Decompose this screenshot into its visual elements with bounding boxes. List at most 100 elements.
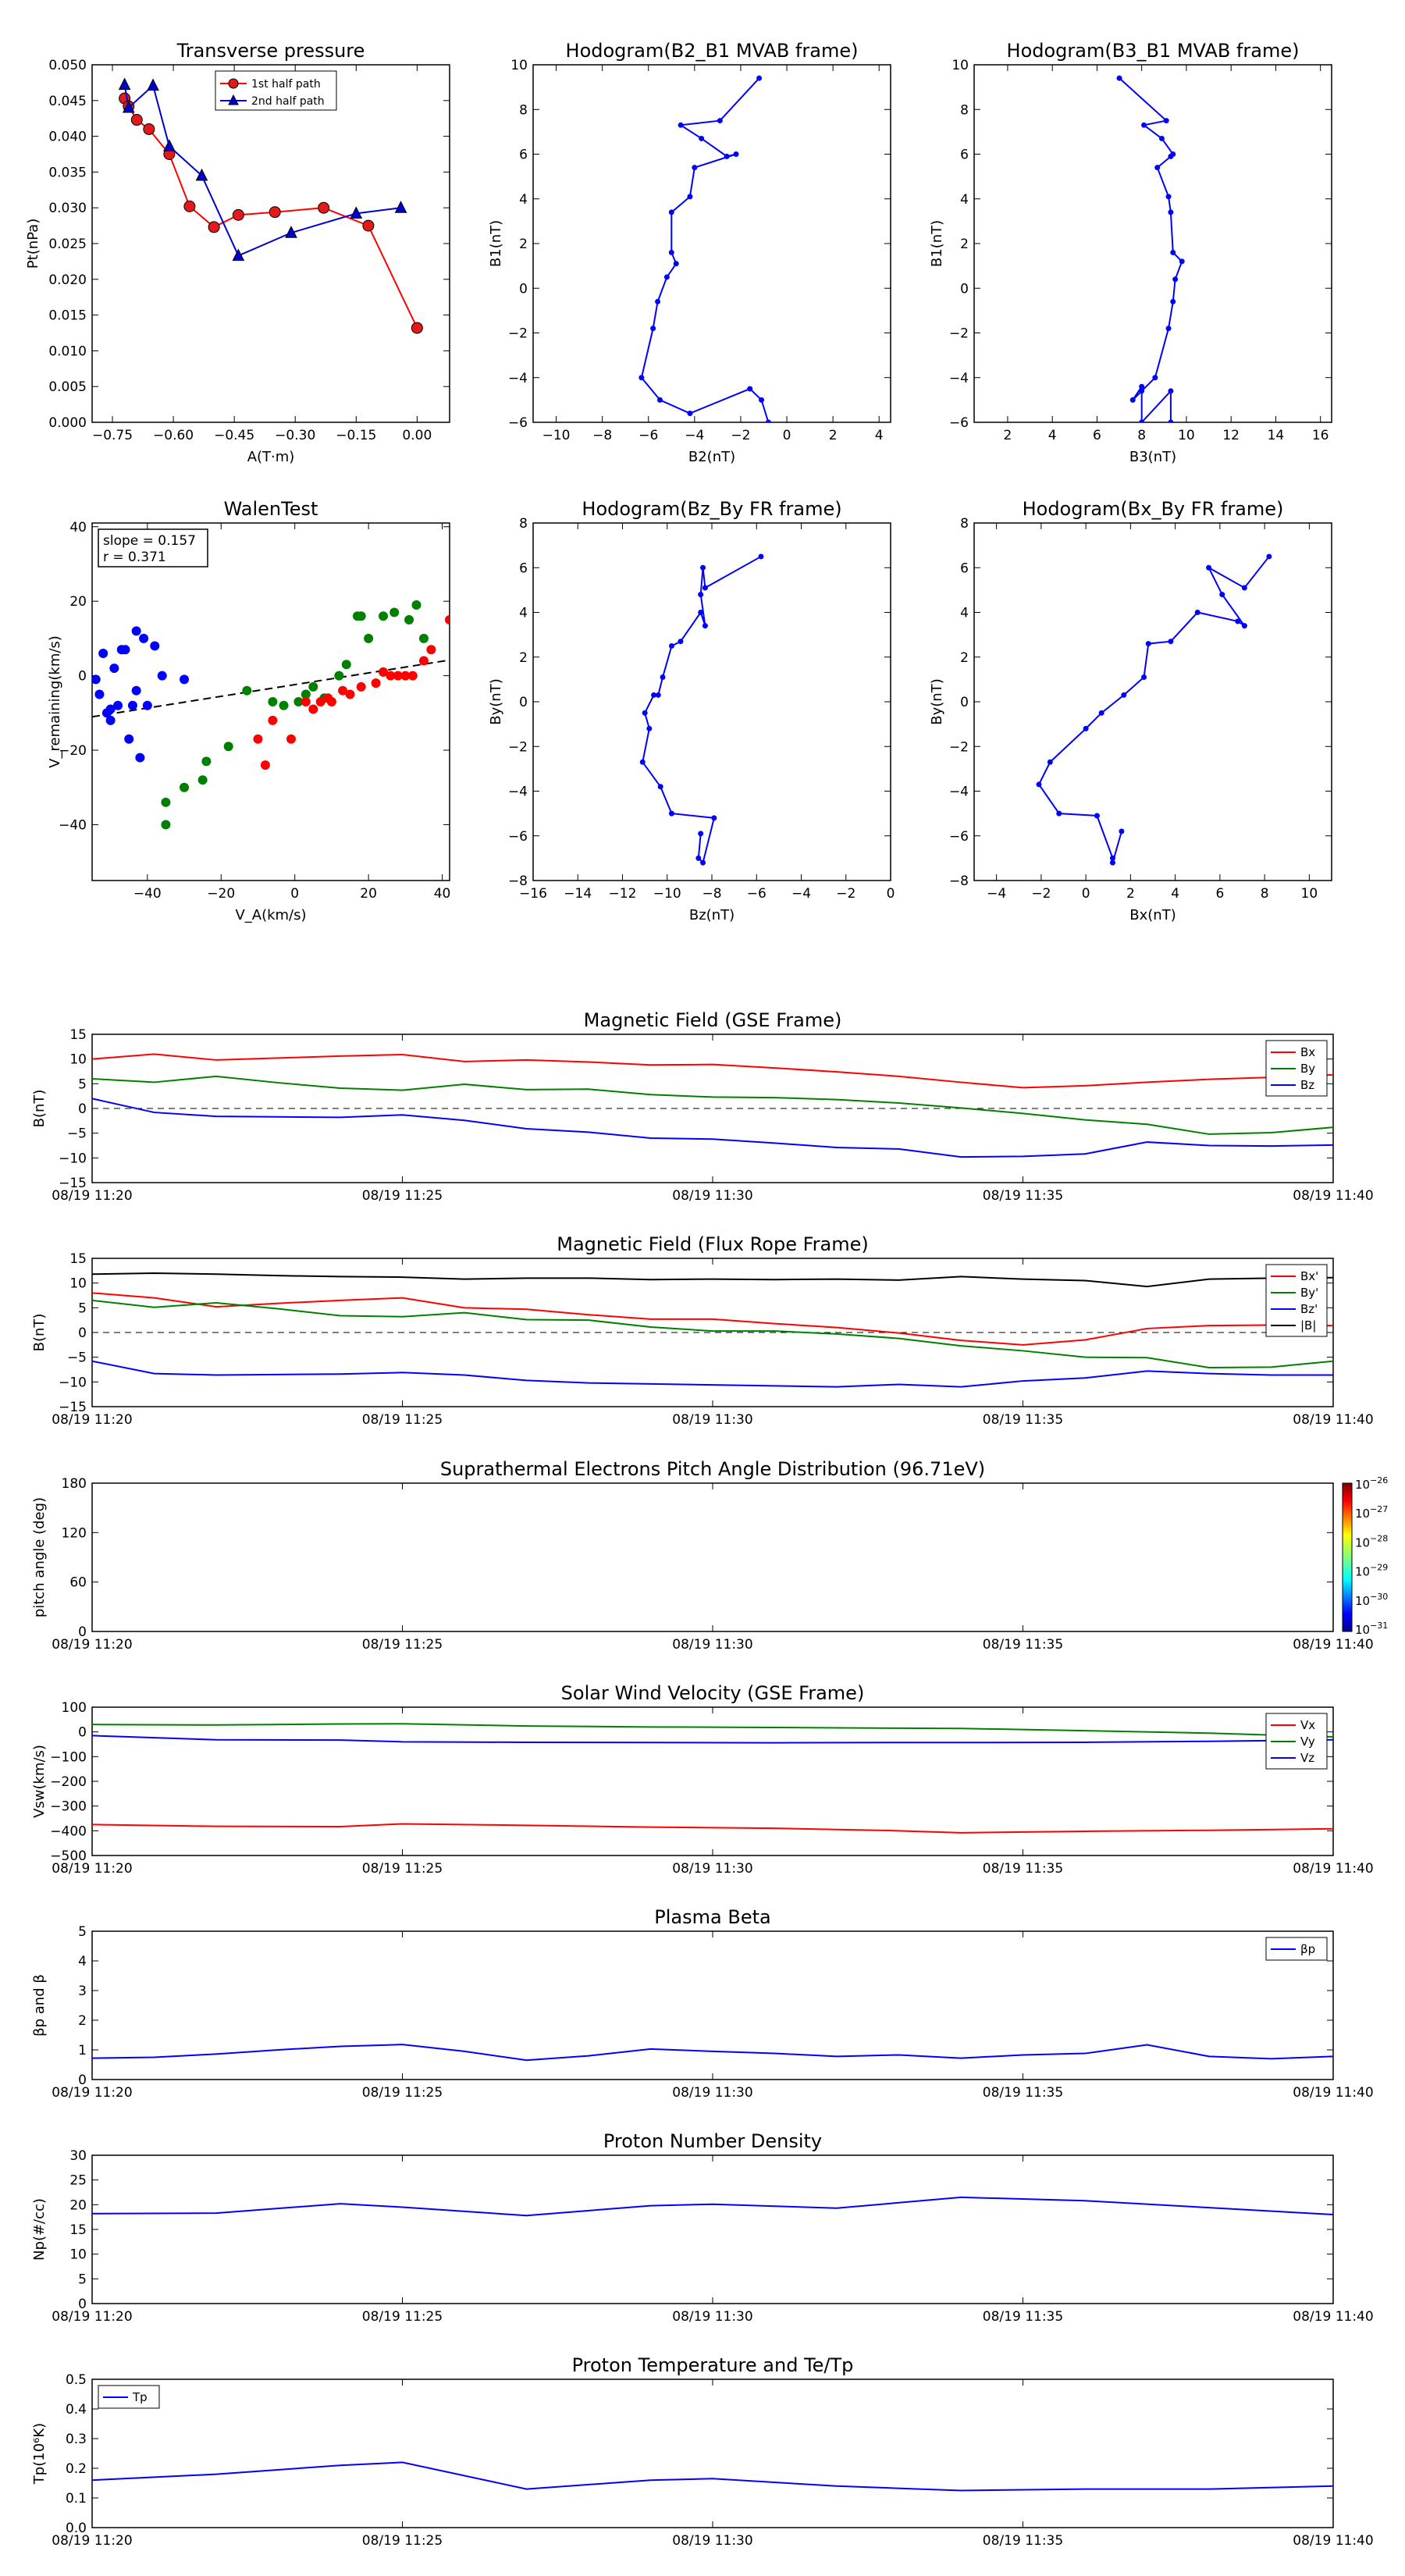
plot-frame <box>91 1706 1334 1856</box>
y-tick-label: −15 <box>59 1400 87 1415</box>
series-line <box>92 1272 1333 1288</box>
plot-area <box>92 1053 1333 1158</box>
x-tick-label: 08/19 11:40 <box>1293 1188 1373 1204</box>
y-tick-label: −400 <box>50 1823 87 1839</box>
y-tick-label: 0 <box>519 281 528 297</box>
colorbar-tick-label: 10−28 <box>1355 1533 1388 1550</box>
legend-label: |B| <box>1300 1318 1316 1332</box>
y-tick-label: 0.010 <box>48 343 87 359</box>
data-point <box>756 75 763 81</box>
data-point <box>147 78 159 91</box>
x-tick-label: 08/19 11:20 <box>52 1861 132 1877</box>
data-point <box>279 700 289 710</box>
x-tick-label: 08/19 11:30 <box>672 1637 752 1653</box>
plot-area <box>92 1272 1333 1388</box>
y-tick-label: −4 <box>508 371 528 386</box>
data-point <box>1154 165 1161 171</box>
chart-mag_gse: Magnetic Field (GSE Frame) −15 −10 −5 0 5 10 15… <box>31 1009 1374 1204</box>
chart-title: Solar Wind Velocity (GSE Frame) <box>561 1682 865 1704</box>
data-point <box>242 685 252 696</box>
x-tick-label: 08/19 11:25 <box>362 2085 443 2101</box>
data-point <box>759 397 765 403</box>
y-tick-label: 2 <box>519 650 528 666</box>
data-point <box>285 226 297 238</box>
y-tick-label: 10 <box>69 2247 87 2263</box>
data-point <box>315 697 325 706</box>
y-tick-label: 10 <box>69 1052 87 1068</box>
x-tick-label: −4 <box>987 886 1006 902</box>
data-point <box>400 671 411 681</box>
data-point <box>711 815 717 821</box>
x-tick-label: 08/19 11:25 <box>362 1188 443 1204</box>
x-tick-label: 08/19 11:40 <box>1293 1412 1373 1428</box>
legend-label: Vx <box>1300 1718 1315 1732</box>
data-point <box>223 742 233 752</box>
colorbar <box>1342 1482 1353 1632</box>
y-tick-label: 2 <box>78 2013 87 2029</box>
x-tick-label: 4 <box>875 428 884 443</box>
chart-title: Suprathermal Electrons Pitch Angle Distr… <box>440 1458 985 1480</box>
data-point <box>1235 618 1241 624</box>
y-tick-label: 5 <box>78 1300 87 1316</box>
y-tick-label: 0 <box>78 1325 87 1341</box>
x-tick-label: −4 <box>685 428 704 443</box>
y-tick-label: −15 <box>59 1176 87 1191</box>
data-point <box>698 592 704 598</box>
data-point <box>1168 209 1174 215</box>
y-tick-label: −2 <box>508 326 528 342</box>
chart-solar_wind_velocity: Solar Wind Velocity (GSE Frame) −500 −400 −… <box>31 1682 1374 1877</box>
data-point <box>418 633 429 643</box>
data-point <box>139 633 149 643</box>
x-tick-label: 08/19 11:40 <box>1293 2533 1373 2549</box>
data-point <box>1083 725 1089 731</box>
plot-frame <box>91 522 450 881</box>
data-point <box>180 674 190 685</box>
x-tick-label: 08/19 11:25 <box>362 1412 443 1428</box>
data-point <box>1139 383 1145 390</box>
chart-mag_fr: Magnetic Field (Flux Rope Frame) −15 −10 −5… <box>31 1233 1374 1428</box>
x-tick-label: 4 <box>1048 428 1057 443</box>
data-point <box>758 553 764 560</box>
x-tick-label: 6 <box>1093 428 1101 443</box>
data-point <box>1241 623 1247 629</box>
y-tick-label: 8 <box>960 516 969 532</box>
data-point <box>1141 674 1147 681</box>
data-point <box>411 322 423 334</box>
chart-proton_density: Proton Number Density 0 5 10 15 20 25 30 08/19 1… <box>31 2130 1374 2325</box>
series-line <box>1037 556 1270 863</box>
legend-label: Bz' <box>1300 1302 1318 1316</box>
y-tick-label: 0 <box>960 695 969 710</box>
data-point <box>308 704 318 714</box>
data-point <box>668 249 674 255</box>
data-point <box>646 725 653 731</box>
data-point <box>687 194 693 200</box>
colorbar-tick-label: 10−29 <box>1355 1563 1388 1579</box>
data-point <box>678 122 684 128</box>
data-point <box>1119 828 1125 834</box>
data-point <box>268 697 278 706</box>
data-point <box>765 419 771 422</box>
data-point <box>724 153 730 159</box>
x-axis-label: V_A(km/s) <box>235 907 306 923</box>
annotation-text: slope = 0.157 <box>103 533 196 549</box>
y-tick-label: 2 <box>960 650 969 666</box>
y-tick-label: −300 <box>50 1799 87 1815</box>
legend-marker <box>228 78 239 89</box>
x-tick-label: 08/19 11:35 <box>983 1188 1063 1204</box>
data-point <box>638 375 645 381</box>
chart-title: Plasma Beta <box>654 1906 770 1928</box>
x-tick-label: 14 <box>1268 428 1285 443</box>
data-point <box>195 168 208 181</box>
data-point <box>1168 639 1174 645</box>
chart-hodogram_bx_by: Hodogram(Bx_By FR frame) −8 −6 −4 −2 0 2 4 6 8 −4 −… <box>929 498 1332 923</box>
chart-title: Hodogram(Bz_By FR frame) <box>582 498 841 520</box>
plot-frame <box>973 64 1332 423</box>
data-point <box>293 697 304 706</box>
data-point <box>123 100 135 113</box>
legend-label: βp <box>1300 1942 1315 1956</box>
plot-area <box>638 75 771 422</box>
y-tick-label: 5 <box>78 1924 87 1940</box>
data-point <box>253 734 263 744</box>
y-tick-label: 15 <box>69 1251 87 1267</box>
